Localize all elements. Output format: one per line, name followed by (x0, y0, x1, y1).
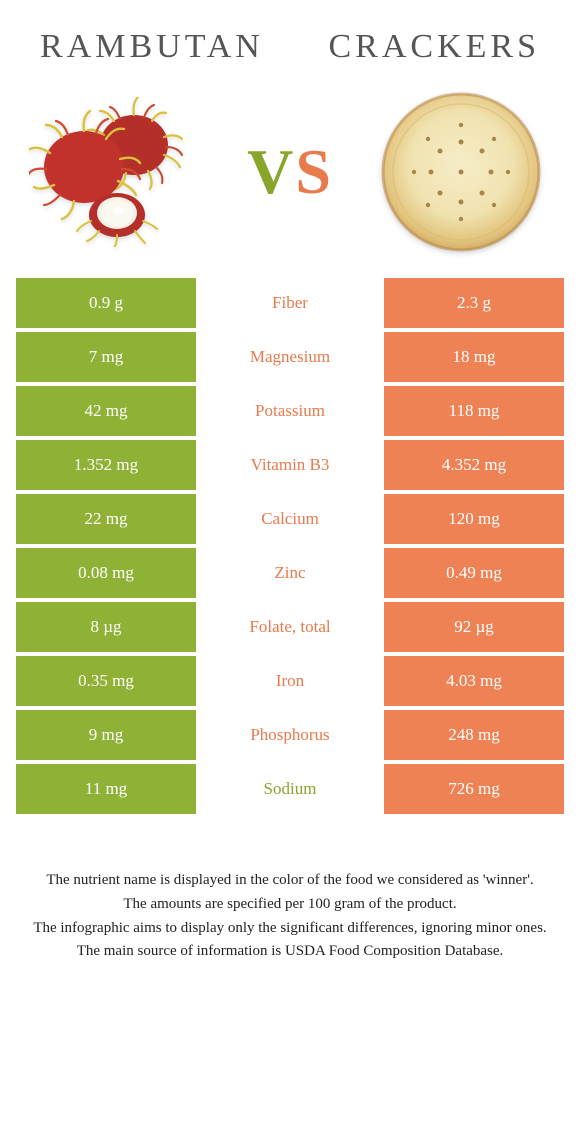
table-row: 11 mgSodium726 mg (16, 764, 564, 814)
cell-label: Phosphorus (196, 710, 384, 760)
cell-left: 9 mg (16, 710, 196, 760)
cell-label: Calcium (196, 494, 384, 544)
infographic-root: Rambutan Crackers (0, 0, 580, 963)
cell-right: 2.3 g (384, 278, 564, 328)
cell-label: Folate, total (196, 602, 384, 652)
cell-left: 0.35 mg (16, 656, 196, 706)
table-row: 1.352 mgVitamin B34.352 mg (16, 440, 564, 490)
table-row: 22 mgCalcium120 mg (16, 494, 564, 544)
footnotes: The nutrient name is displayed in the co… (0, 818, 580, 963)
cell-label: Fiber (196, 278, 384, 328)
footnote-line: The main source of information is USDA F… (28, 941, 552, 963)
table-row: 8 µgFolate, total92 µg (16, 602, 564, 652)
cell-left: 22 mg (16, 494, 196, 544)
cell-right: 120 mg (384, 494, 564, 544)
cell-right: 18 mg (384, 332, 564, 382)
vs-s: S (295, 136, 333, 207)
title-row: Rambutan Crackers (0, 0, 580, 76)
cell-label: Sodium (196, 764, 384, 814)
footnote-line: The amounts are specified per 100 gram o… (28, 894, 552, 916)
footnote-line: The nutrient name is displayed in the co… (28, 870, 552, 892)
cell-right: 118 mg (384, 386, 564, 436)
title-right: Crackers (329, 28, 541, 66)
cell-label: Magnesium (196, 332, 384, 382)
cell-left: 0.08 mg (16, 548, 196, 598)
vs-v: V (247, 136, 295, 207)
cell-left: 0.9 g (16, 278, 196, 328)
cracker-image (366, 92, 556, 252)
title-left: Rambutan (40, 28, 264, 66)
cell-right: 726 mg (384, 764, 564, 814)
hero-row: VS (0, 76, 580, 278)
comparison-table: 0.9 gFiber2.3 g7 mgMagnesium18 mg42 mgPo… (0, 278, 580, 814)
vs-label: VS (247, 135, 333, 209)
cell-right: 4.352 mg (384, 440, 564, 490)
table-row: 9 mgPhosphorus248 mg (16, 710, 564, 760)
cell-left: 1.352 mg (16, 440, 196, 490)
table-row: 0.9 gFiber2.3 g (16, 278, 564, 328)
cell-right: 248 mg (384, 710, 564, 760)
footnote-line: The infographic aims to display only the… (28, 918, 552, 940)
cell-label: Potassium (196, 386, 384, 436)
cell-left: 11 mg (16, 764, 196, 814)
table-row: 0.35 mgIron4.03 mg (16, 656, 564, 706)
table-row: 0.08 mgZinc0.49 mg (16, 548, 564, 598)
cell-label: Vitamin B3 (196, 440, 384, 490)
table-row: 7 mgMagnesium18 mg (16, 332, 564, 382)
rambutan-image (24, 92, 214, 252)
cell-right: 0.49 mg (384, 548, 564, 598)
table-row: 42 mgPotassium118 mg (16, 386, 564, 436)
cell-label: Iron (196, 656, 384, 706)
cell-left: 42 mg (16, 386, 196, 436)
cell-left: 7 mg (16, 332, 196, 382)
cell-right: 92 µg (384, 602, 564, 652)
cell-label: Zinc (196, 548, 384, 598)
cell-left: 8 µg (16, 602, 196, 652)
cell-right: 4.03 mg (384, 656, 564, 706)
